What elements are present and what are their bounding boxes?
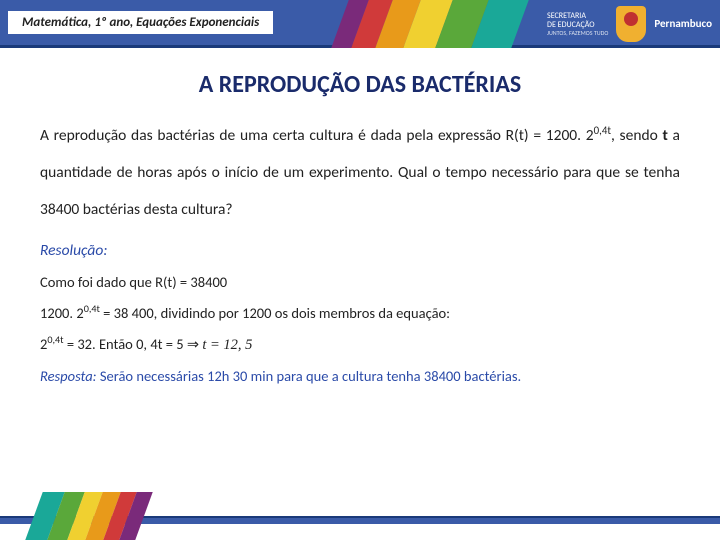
answer-label: Resposta: <box>40 367 100 385</box>
page-title: A REPRODUÇÃO DAS BACTÉRIAS <box>0 70 720 99</box>
step3-exp: 0,4t <box>47 333 63 346</box>
step-1: Como foi dado que R(t) = 38400 <box>40 268 680 297</box>
shield-icon <box>616 6 646 42</box>
logo-line3: JUNTOS, FAZEMOS TUDO <box>547 30 608 37</box>
problem-text: A reprodução das bactérias de uma certa … <box>40 117 680 229</box>
step2-b: = 38 400, dividindo por 1200 os dois mem… <box>100 304 450 322</box>
step2-exp: 0,4t <box>84 302 100 315</box>
header-stripes <box>340 0 520 48</box>
problem-exp: 0,4t <box>594 124 611 137</box>
breadcrumb: Matemática, 1º ano, Equações Exponenciai… <box>8 11 273 34</box>
step-2: 1200. 20,4t = 38 400, dividindo por 1200… <box>40 299 680 328</box>
step2-a: 1200. 2 <box>40 304 84 322</box>
logo-text: SECRETARIA DE EDUCAÇÃO JUNTOS, FAZEMOS T… <box>547 12 608 36</box>
header-bar: Matemática, 1º ano, Equações Exponenciai… <box>0 0 720 48</box>
footer-stripes <box>25 492 152 540</box>
resolution-label: Resolução: <box>40 235 680 266</box>
answer: Resposta: Serão necessárias 12h 30 min p… <box>40 362 680 391</box>
logo-area: SECRETARIA DE EDUCAÇÃO JUNTOS, FAZEMOS T… <box>547 4 712 44</box>
logo-state: Pernambuco <box>654 18 712 30</box>
step3-b: = 32. Então 0, 4t = 5 ⇒ <box>64 335 203 353</box>
content: A reprodução das bactérias de uma certa … <box>0 117 720 391</box>
step-3: 20,4t = 32. Então 0, 4t = 5 ⇒ t = 12, 5 <box>40 330 680 360</box>
problem-part2: , sendo <box>611 126 663 145</box>
problem-part1: A reprodução das bactérias de uma certa … <box>40 126 594 145</box>
step3-c: t = 12, 5 <box>202 337 252 353</box>
answer-text: Serão necessárias 12h 30 min para que a … <box>100 367 521 385</box>
